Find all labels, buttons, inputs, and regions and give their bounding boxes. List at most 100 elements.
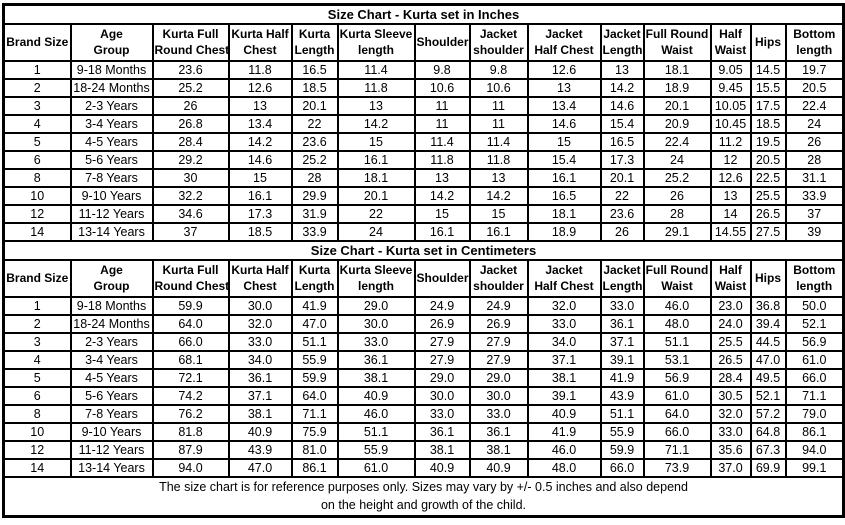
table-cell: 18-24 Months [69,313,154,334]
table-cell-text: 10.05 [714,98,747,113]
table-cell: 28 [784,149,845,170]
table-cell: 32.2 [151,185,230,206]
footer-note: The size chart is for reference purposes… [2,475,845,518]
table-cell-text: 33.0 [718,424,743,439]
table-cell: 20.1 [642,95,712,116]
table-cell: 14.6 [526,113,602,134]
table-row: 4 3-4 Years 26.8 13.4 22 14.2 11 11 14.6 15.4 20.9… [2,113,845,134]
table-cell: 31.9 [290,203,339,224]
table-cell: 37.1 [227,385,293,406]
table-cell-text: 14.6 [247,152,273,167]
table-cell: 41.9 [526,421,602,442]
table-cell: 11 [413,95,471,116]
table-cell: 28 [642,203,712,224]
table-cell: 12.6 [526,59,602,80]
table-cell-text: 24.0 [718,316,743,331]
column-header-text: shoulder [473,43,524,57]
column-header: Bottom length [784,22,845,62]
table-cell: 4 [2,349,72,370]
table-cell-text: 81.0 [302,442,327,457]
column-header-text: Round Chest [154,43,229,57]
table-cell: 2-3 Years [69,95,154,116]
table-cell-text: 13-14 Years [78,224,145,239]
table-cell: 81.8 [151,421,230,442]
table-cell: 33.0 [336,331,416,352]
column-header-text: Age [100,27,123,41]
column-header-text: Group [93,43,130,57]
table-cell-text: 24 [670,152,684,167]
table-cell-text: 40.9 [429,460,455,475]
table-cell-text: 24 [369,224,383,239]
table-cell: 61.0 [336,457,416,478]
table-cell: 12 [2,203,72,224]
table-cell: 17.3 [227,203,293,224]
table-cell-text: 33.0 [247,334,273,349]
table-cell: 11.4 [336,59,416,80]
table-cell-text: 28.4 [718,370,743,385]
table-cell: 18.5 [290,77,339,98]
table-cell: 4-5 Years [69,131,154,152]
table-cell-text: 52.1 [755,388,781,403]
table-cell: 18.1 [336,167,416,188]
table-cell-text: 73.9 [664,460,690,475]
table-cell-text: 27.9 [486,334,511,349]
table-cell: 22 [336,203,416,224]
table-cell: 25.2 [642,167,712,188]
table-cell: 38.1 [227,403,293,424]
table-cell-text: 13 [615,62,629,77]
table-cell: 22.4 [642,131,712,152]
footer-note-text: The size chart is for reference purposes… [159,480,688,495]
table-cell: 4-5 Years [69,367,154,388]
table-cell: 64.0 [151,313,230,334]
table-cell-text: 51.1 [664,334,690,349]
table-cell: 3 [2,95,72,116]
table-cell-text: 38.1 [247,406,273,421]
table-cell: 13 [227,95,293,116]
table-cell-text: 11.4 [364,62,388,77]
table-cell: 14.2 [227,131,293,152]
section-title-centimeters: Size Chart - Kurta set in Centimeters [2,239,845,261]
table-cell: 36.8 [749,295,787,316]
table-cell: 15 [227,167,293,188]
table-cell: 13-14 Years [69,457,154,478]
table-cell: 29.2 [151,149,230,170]
table-cell-text: 24 [807,116,822,131]
table-cell-text: 47.0 [755,352,781,367]
table-cell: 10.6 [468,77,529,98]
table-cell: 51.1 [642,331,712,352]
table-row: 14 13-14 Years 94.0 47.0 86.1 61.0 40.9 40.9 48.… [2,457,845,478]
section-title-row-inches: Size Chart - Kurta set in Inches [2,3,845,25]
table-cell-text: 14.2 [247,134,273,149]
table-cell-text: 14 [723,206,738,221]
table-cell-text: 15 [557,134,571,149]
table-cell: 22.5 [749,167,787,188]
column-header: Jacket shoulder [468,258,529,298]
column-header: Age Group [69,22,154,62]
table-row: 12 11-12 Years 34.6 17.3 31.9 22 15 15 18.1 23.6 2… [2,203,845,224]
table-cell-text: 16.1 [486,224,511,239]
column-header-text: Length [294,43,335,57]
table-cell-text: 68.1 [178,352,203,367]
table-cell-text: 33.9 [302,224,327,239]
table-cell: 46.0 [526,439,602,460]
table-cell: 59.9 [290,367,339,388]
table-cell: 15 [336,131,416,152]
table-cell: 31.1 [784,167,845,188]
table-cell: 28 [290,167,339,188]
table-cell: 13 [336,95,416,116]
table-cell: 38.1 [468,439,529,460]
table-cell-text: 28 [807,152,822,167]
column-header-text: length [358,43,394,57]
table-cell: 29.0 [336,295,416,316]
table-cell: 3-4 Years [69,113,154,134]
table-cell-text: 18.1 [363,170,389,185]
table-cell: 51.1 [599,403,645,424]
table-cell: 43.9 [227,439,293,460]
table-cell-text: 71.1 [302,406,327,421]
table-cell: 38.1 [336,367,416,388]
table-cell: 36.1 [227,367,293,388]
table-cell-text: 16.1 [363,152,389,167]
column-header-text: Round Chest [154,279,229,293]
table-cell: 6 [2,385,72,406]
table-cell-text: 74.2 [178,388,203,403]
